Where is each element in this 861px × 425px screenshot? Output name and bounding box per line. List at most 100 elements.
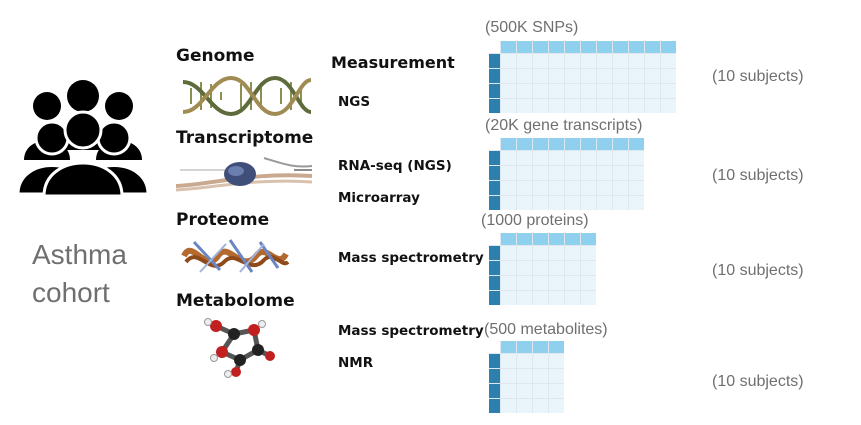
matrix-data-cell <box>501 54 516 68</box>
matrix-data-cell <box>517 181 532 195</box>
matrix-data-cell <box>501 69 516 83</box>
people-group-icon <box>14 78 152 196</box>
matrix-data-cell <box>581 151 596 165</box>
matrix-subject-cell <box>489 151 500 165</box>
proteome-data-matrix <box>489 233 596 305</box>
matrix-subject-cell <box>489 369 500 383</box>
matrix-feature-header-cell <box>565 138 580 150</box>
matrix-subject-cell <box>489 276 500 290</box>
matrix-data-cell <box>645 54 660 68</box>
matrix-data-cell <box>581 99 596 113</box>
matrix-data-cell <box>517 166 532 180</box>
transcriptome-feature-count: (20K gene transcripts) <box>485 117 643 134</box>
metabolome-feature-count: (500 metabolites) <box>484 321 608 338</box>
transcriptome-label: Transcriptome <box>176 128 314 148</box>
matrix-data-cell <box>613 196 628 210</box>
matrix-data-cell <box>597 166 612 180</box>
matrix-data-cell <box>549 354 564 368</box>
matrix-feature-header-cell <box>549 41 564 53</box>
metabolite-molecule-image <box>196 312 276 378</box>
matrix-data-cell <box>533 69 548 83</box>
protein-structure-image <box>180 232 290 280</box>
genome-method-ngs: NGS <box>338 94 371 110</box>
matrix-feature-header-cell <box>581 233 596 245</box>
matrix-data-cell <box>597 54 612 68</box>
matrix-data-cell <box>533 196 548 210</box>
transcriptome-method-microarray: Microarray <box>338 190 420 206</box>
genome-feature-count: (500K SNPs) <box>485 19 579 36</box>
matrix-data-cell <box>597 69 612 83</box>
matrix-data-cell <box>533 99 548 113</box>
matrix-feature-header-cell <box>517 341 532 353</box>
matrix-data-cell <box>581 196 596 210</box>
matrix-subject-cell <box>489 181 500 195</box>
proteome-subject-count: (10 subjects) <box>712 262 804 279</box>
matrix-data-cell <box>517 291 532 305</box>
matrix-data-cell <box>597 151 612 165</box>
genome-data-matrix <box>489 41 676 113</box>
matrix-data-cell <box>581 181 596 195</box>
matrix-corner-cell <box>489 341 500 353</box>
matrix-data-cell <box>565 246 580 260</box>
transcription-ribosome-image <box>174 150 314 194</box>
matrix-data-cell <box>549 99 564 113</box>
matrix-subject-cell <box>489 54 500 68</box>
matrix-feature-header-cell <box>597 41 612 53</box>
matrix-data-cell <box>517 54 532 68</box>
matrix-data-cell <box>597 181 612 195</box>
matrix-corner-cell <box>489 233 500 245</box>
matrix-feature-header-cell <box>613 138 628 150</box>
matrix-data-cell <box>533 399 548 413</box>
matrix-data-cell <box>613 54 628 68</box>
matrix-feature-header-cell <box>549 138 564 150</box>
matrix-data-cell <box>581 54 596 68</box>
matrix-data-cell <box>501 399 516 413</box>
matrix-feature-header-cell <box>565 233 580 245</box>
matrix-feature-header-cell <box>629 138 644 150</box>
matrix-data-cell <box>629 166 644 180</box>
matrix-data-cell <box>517 151 532 165</box>
matrix-data-cell <box>613 84 628 98</box>
matrix-data-cell <box>549 181 564 195</box>
matrix-data-cell <box>565 99 580 113</box>
matrix-data-cell <box>501 261 516 275</box>
matrix-data-cell <box>517 384 532 398</box>
matrix-data-cell <box>501 354 516 368</box>
matrix-feature-header-cell <box>501 41 516 53</box>
matrix-data-cell <box>565 84 580 98</box>
matrix-subject-cell <box>489 246 500 260</box>
matrix-data-cell <box>581 246 596 260</box>
matrix-data-cell <box>661 54 676 68</box>
matrix-data-cell <box>661 84 676 98</box>
matrix-feature-header-cell <box>549 341 564 353</box>
matrix-subject-cell <box>489 399 500 413</box>
matrix-data-cell <box>517 369 532 383</box>
matrix-data-cell <box>581 291 596 305</box>
matrix-feature-header-cell <box>613 41 628 53</box>
matrix-data-cell <box>501 166 516 180</box>
matrix-feature-header-cell <box>645 41 660 53</box>
matrix-corner-cell <box>489 41 500 53</box>
matrix-data-cell <box>613 69 628 83</box>
matrix-data-cell <box>549 84 564 98</box>
matrix-data-cell <box>565 196 580 210</box>
matrix-data-cell <box>517 99 532 113</box>
matrix-feature-header-cell <box>581 41 596 53</box>
matrix-feature-header-cell <box>661 41 676 53</box>
matrix-data-cell <box>581 276 596 290</box>
matrix-data-cell <box>533 291 548 305</box>
matrix-data-cell <box>533 246 548 260</box>
matrix-data-cell <box>517 276 532 290</box>
matrix-data-cell <box>661 69 676 83</box>
matrix-data-cell <box>501 196 516 210</box>
matrix-data-cell <box>533 369 548 383</box>
matrix-data-cell <box>645 99 660 113</box>
metabolome-method-nmr: NMR <box>338 355 374 371</box>
cohort-label: Asthma cohort <box>32 236 127 312</box>
matrix-subject-cell <box>489 261 500 275</box>
matrix-data-cell <box>565 54 580 68</box>
matrix-subject-cell <box>489 84 500 98</box>
matrix-feature-header-cell <box>533 41 548 53</box>
matrix-subject-cell <box>489 69 500 83</box>
matrix-data-cell <box>565 166 580 180</box>
